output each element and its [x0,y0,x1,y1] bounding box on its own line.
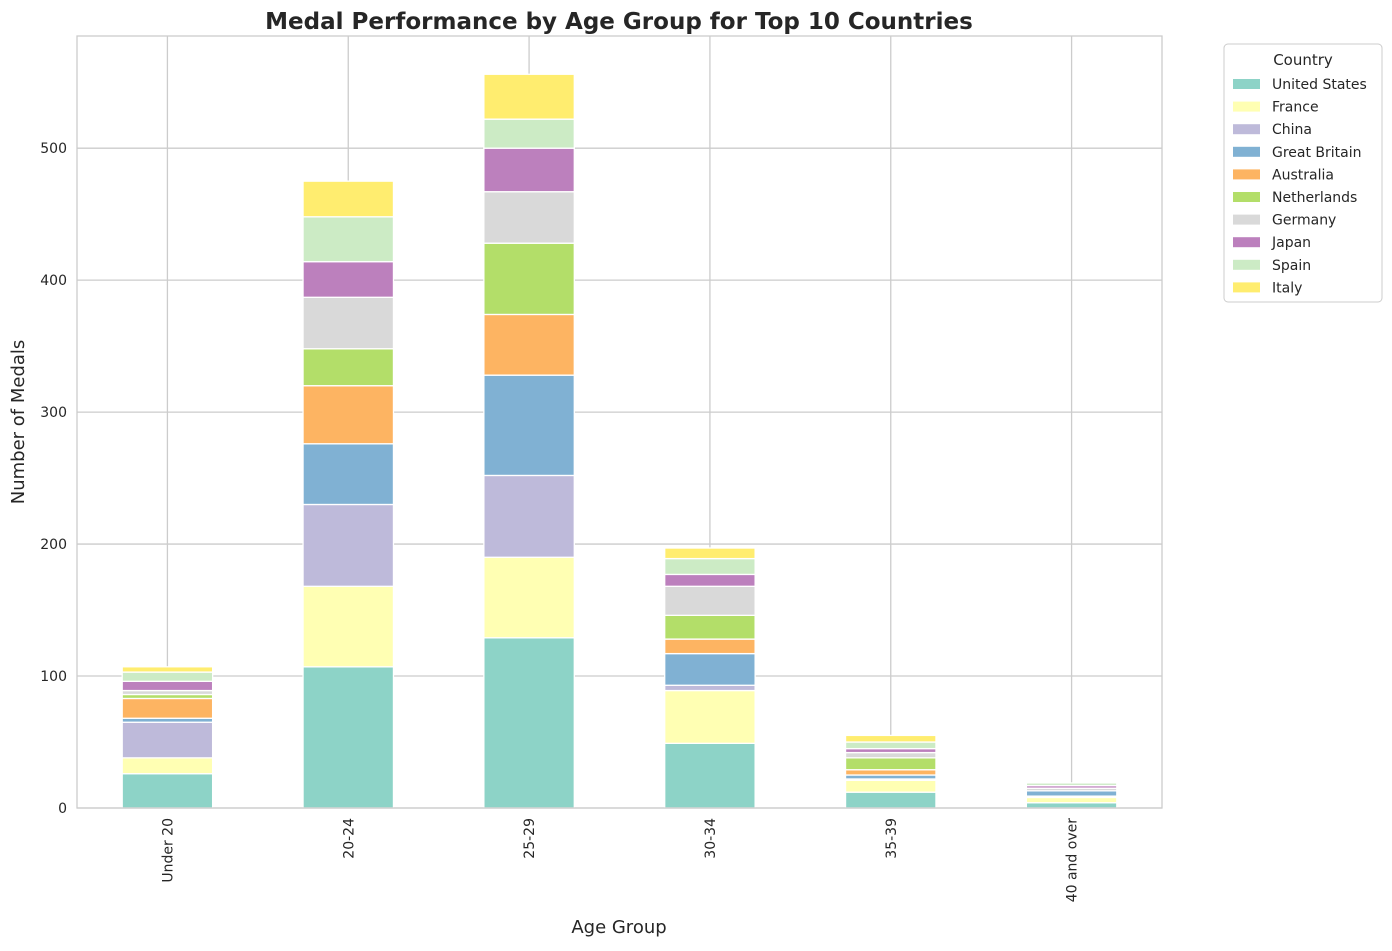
bar-segment [664,742,756,809]
bar-segment [483,242,575,316]
bar-segment [121,757,214,775]
bar-segment [483,374,575,477]
bar-segment [483,313,575,376]
legend-label: Spain [1272,258,1311,274]
legend-swatch [1233,79,1260,89]
legend-label: France [1272,100,1319,116]
y-tick-label: 0 [58,801,67,817]
legend-label: United States [1272,77,1367,93]
y-tick-label: 200 [40,537,67,553]
x-tick-label: 35-39 [884,818,900,859]
bar-segment [302,666,395,809]
bar-segment [302,216,395,263]
bar-segment [664,684,756,692]
bar-segment [121,666,214,673]
bar-segment [844,757,937,771]
bar-segment [302,585,395,668]
bar-segment [483,147,575,193]
bar-segment [302,385,395,445]
bar-segment [483,474,575,558]
legend-title: Country [1273,51,1333,69]
legend-swatch [1233,259,1260,270]
legend-label: Australia [1272,167,1334,183]
legend-label: Netherlands [1272,190,1357,206]
x-tick-label: 30-34 [703,818,719,859]
bar-segment [664,585,756,616]
legend-label: Great Britain [1272,145,1362,161]
bar-segment [483,191,575,244]
bar-segment [121,697,214,719]
ticks-layer: 0 100 200 300 400 500 Under 20 20-24 25-29 30-34 3… [40,141,1080,902]
legend-items: United States France China Great Britain Aus… [1233,77,1367,296]
plot-frame [76,35,1163,809]
bar-segment [664,557,756,576]
x-axis-label: Age Group [571,917,666,938]
bar-segment [844,741,937,750]
bar-segment [302,443,395,506]
y-axis-label: Number of Medals [8,340,29,505]
legend-swatch [1233,169,1260,180]
chart-title: Medal Performance by Age Group for Top 1… [265,9,973,35]
bar-segment [844,769,937,776]
legend-label: Japan [1271,235,1311,251]
y-tick-label: 500 [40,141,67,157]
bar-segment [664,638,756,655]
legend-label: China [1272,122,1312,138]
bar-segment [844,791,937,809]
legend-swatch [1233,214,1260,225]
bar-segment [664,652,756,686]
legend-frame [1223,43,1383,303]
bar-segment [302,296,395,350]
legend-swatch [1233,101,1260,112]
legend-swatch [1233,237,1260,248]
bar-segment [302,180,395,218]
bar-segment [664,573,756,587]
x-tick-label: 25-29 [522,818,538,859]
legend-swatch [1233,146,1260,157]
bar-segment [483,556,575,639]
bar-segment [1025,790,1118,797]
bar-segment [483,118,575,149]
legend-swatch [1233,124,1260,135]
bar-segment [664,547,756,560]
bar-segment [483,637,575,809]
y-tick-label: 100 [40,669,67,685]
x-tick-label: 20-24 [341,818,357,859]
y-tick-label: 300 [40,405,67,421]
bar-segment [664,614,756,640]
bar-segment [121,671,214,682]
bar-segment [844,751,937,759]
bar-segment [302,348,395,387]
bar-segment [121,680,214,692]
legend: Country United States France China Great Br… [1223,43,1383,303]
bar-segment [1025,782,1118,787]
bar-segment [1025,802,1118,809]
bar-segment [844,734,937,743]
x-tick-label: 40 and over [1065,818,1081,903]
bar-segment [483,73,575,120]
bar-segment [121,773,214,809]
bar-segment [1025,796,1118,804]
bar-segment [844,779,937,793]
legend-label: Germany [1272,213,1336,229]
bar-segment [121,721,214,759]
bars-layer [121,73,1118,809]
x-tick-label: Under 20 [160,818,176,883]
grid-layer [77,36,1162,809]
bar-segment [302,503,395,587]
y-tick-label: 400 [40,273,67,289]
legend-swatch [1233,282,1260,293]
bar-segment [302,261,395,298]
legend-swatch [1233,192,1260,202]
bar-segment [664,689,756,744]
legend-label: Italy [1272,280,1302,296]
